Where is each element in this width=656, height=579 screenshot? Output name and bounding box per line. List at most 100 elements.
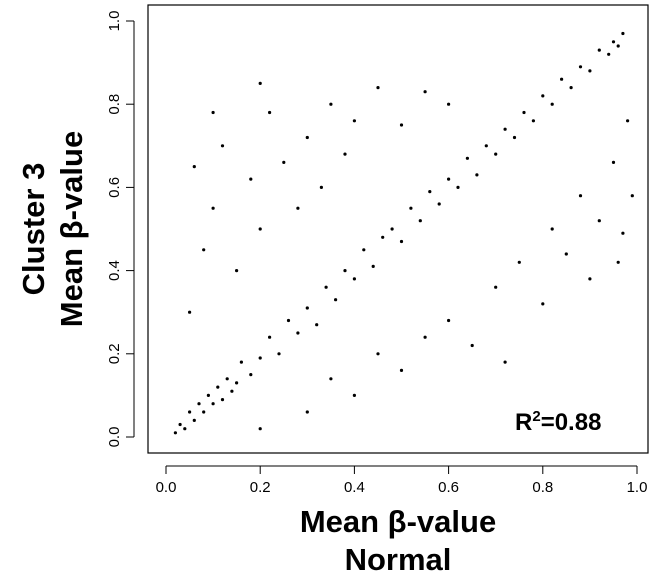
data-point xyxy=(447,177,451,181)
data-point xyxy=(235,381,239,385)
data-point xyxy=(305,410,309,414)
data-point xyxy=(597,48,601,52)
y-axis-title-line2: Mean β-value xyxy=(54,131,89,327)
y-tick-label: 0.4 xyxy=(106,260,123,281)
data-point xyxy=(362,248,366,252)
y-tick-label: 0.2 xyxy=(106,343,123,364)
plot-frame xyxy=(147,4,649,454)
data-point xyxy=(550,227,554,231)
data-point xyxy=(376,352,380,356)
data-point xyxy=(324,285,328,289)
data-point xyxy=(522,110,526,115)
data-point xyxy=(258,81,262,85)
r-squared-base: R xyxy=(515,409,532,436)
data-point xyxy=(399,239,404,244)
data-point xyxy=(352,393,356,397)
data-point xyxy=(343,269,347,273)
x-axis: 0.0 0.2 0.4 0.6 0.8 1.0 xyxy=(156,465,648,496)
data-point xyxy=(541,94,545,98)
data-point xyxy=(268,335,272,339)
data-point xyxy=(230,389,234,393)
data-point xyxy=(588,277,592,281)
x-tick-label: 0.0 xyxy=(156,479,177,496)
data-point xyxy=(352,277,356,281)
data-point xyxy=(192,165,196,169)
data-point xyxy=(399,368,404,372)
data-point xyxy=(484,144,488,148)
data-point xyxy=(282,160,286,164)
data-point xyxy=(626,119,630,123)
data-point xyxy=(296,331,300,335)
data-point xyxy=(315,323,319,327)
data-point xyxy=(428,190,432,194)
data-point xyxy=(268,110,272,115)
y-tick-label: 0.8 xyxy=(106,94,123,115)
data-point xyxy=(225,377,229,381)
data-point xyxy=(249,373,253,377)
data-point xyxy=(560,77,564,81)
data-point xyxy=(220,398,225,402)
data-point xyxy=(531,119,536,123)
data-point xyxy=(197,402,201,406)
r-squared-annotation: R2=0.88 xyxy=(515,408,601,436)
data-point xyxy=(202,248,206,252)
data-point xyxy=(305,135,309,140)
x-axis-title-line2: Normal xyxy=(345,542,452,577)
data-point xyxy=(329,102,333,106)
x-tick-label: 1.0 xyxy=(627,479,648,496)
data-point xyxy=(258,427,262,431)
data-point xyxy=(503,127,507,131)
data-point xyxy=(409,206,413,210)
data-point xyxy=(202,410,206,414)
data-point xyxy=(296,206,300,210)
data-point xyxy=(220,144,225,148)
y-tick-label: 1.0 xyxy=(106,11,123,32)
data-point xyxy=(173,431,177,435)
x-tick-label: 0.6 xyxy=(438,479,459,496)
y-axis: 0.0 0.2 0.4 0.6 0.8 1.0 xyxy=(106,11,135,448)
data-point xyxy=(447,318,451,323)
data-point xyxy=(423,335,427,339)
data-point xyxy=(578,194,583,198)
data-point xyxy=(211,206,215,210)
data-point xyxy=(611,40,616,44)
data-point xyxy=(470,343,474,348)
data-point xyxy=(286,318,291,323)
data-point xyxy=(456,185,460,189)
x-tick-label: 0.2 xyxy=(250,479,271,496)
y-tick-label: 0.0 xyxy=(106,427,123,448)
data-point xyxy=(343,152,347,156)
data-points xyxy=(173,31,634,435)
data-point xyxy=(305,306,309,310)
data-point xyxy=(188,410,192,414)
data-point xyxy=(475,173,479,177)
data-point xyxy=(319,185,323,189)
x-tick-label: 0.8 xyxy=(532,479,553,496)
data-point xyxy=(564,252,568,256)
data-point xyxy=(192,418,196,422)
data-point xyxy=(616,260,620,264)
data-point xyxy=(188,310,192,314)
data-point xyxy=(447,102,451,106)
data-point xyxy=(376,86,380,90)
data-point xyxy=(235,269,239,273)
r-squared-superscript: 2 xyxy=(532,408,540,425)
x-tick-label: 0.4 xyxy=(344,479,365,496)
r-squared-value: =0.88 xyxy=(541,409,602,436)
data-point xyxy=(621,231,625,235)
data-point xyxy=(588,69,592,73)
data-point xyxy=(249,177,253,181)
y-axis-title-line1: Cluster 3 xyxy=(16,163,51,296)
data-point xyxy=(597,219,601,223)
data-point xyxy=(541,302,545,306)
data-point xyxy=(494,285,498,289)
data-point xyxy=(578,65,583,69)
data-point xyxy=(616,44,620,48)
data-point xyxy=(211,402,215,406)
data-point xyxy=(399,123,404,127)
data-point xyxy=(216,385,220,389)
data-point xyxy=(352,119,356,123)
data-point xyxy=(178,422,182,427)
data-point xyxy=(621,31,625,36)
